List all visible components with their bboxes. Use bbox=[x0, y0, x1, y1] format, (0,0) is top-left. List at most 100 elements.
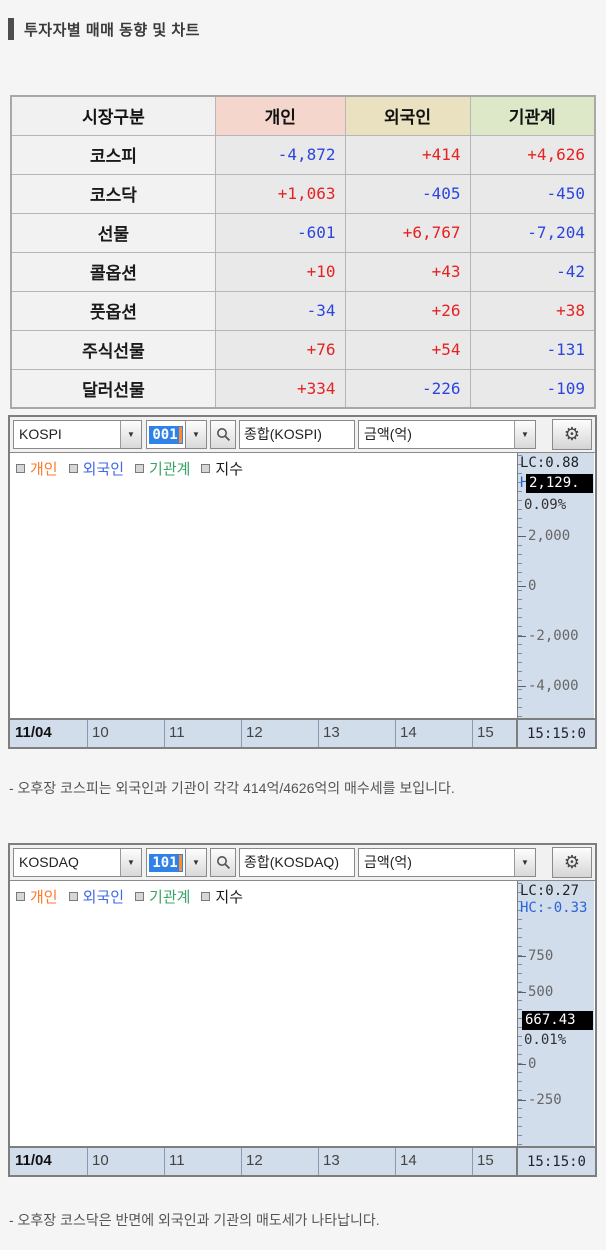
net-buy-value: +54 bbox=[344, 329, 471, 370]
unit-select[interactable]: 금액(억) ▼ bbox=[358, 848, 536, 877]
hour-label: 13 bbox=[318, 1148, 395, 1175]
date-label: 11/04 bbox=[15, 1152, 52, 1169]
y-tick: 750 bbox=[518, 948, 553, 964]
kospi-comment: - 오후장 코스피는 외국인과 기관이 각각 414억/4626억의 매수세를 … bbox=[9, 780, 455, 796]
market-label: 코스닥 bbox=[10, 173, 216, 214]
code-dropdown-button[interactable]: ▼ bbox=[186, 420, 207, 449]
net-buy-value: -601 bbox=[214, 212, 346, 253]
legend-marker-icon bbox=[16, 464, 25, 473]
net-buy-value: -226 bbox=[344, 368, 471, 409]
legend-label: 기관계 bbox=[149, 889, 191, 906]
instrument-name-label: 종합(KOSDAQ) bbox=[239, 848, 355, 877]
legend-item-personal[interactable]: 개인 bbox=[16, 458, 58, 479]
hour-label: 11 bbox=[164, 720, 241, 747]
text-caret bbox=[178, 426, 182, 443]
legend-marker-icon bbox=[135, 892, 145, 901]
market-select[interactable]: KOSDAQ ▼ bbox=[13, 848, 142, 877]
code-input[interactable]: 001 bbox=[146, 420, 186, 449]
chevron-down-icon[interactable]: ▼ bbox=[120, 849, 141, 876]
net-buy-value: +334 bbox=[214, 368, 346, 409]
hour-label: 14 bbox=[395, 720, 472, 747]
hour-label: 13 bbox=[318, 720, 395, 747]
table-row: 선물 -601 +6,767 -7,204 bbox=[10, 212, 596, 253]
kospi-x-axis: 11/04 10 11 12 13 14 15 15:15:0 bbox=[10, 718, 595, 747]
code-dropdown-button[interactable]: ▼ bbox=[186, 848, 207, 877]
market-label: 선물 bbox=[10, 212, 216, 253]
net-buy-value: -450 bbox=[469, 173, 596, 214]
hc-value: H bbox=[520, 475, 529, 491]
legend-item-index[interactable]: 지수 bbox=[201, 458, 243, 479]
net-buy-value: +76 bbox=[214, 329, 346, 370]
net-buy-value: -405 bbox=[344, 173, 471, 214]
market-select[interactable]: KOSPI ▼ bbox=[13, 420, 142, 449]
table-row: 코스피 -4,872 +414 +4,626 bbox=[10, 134, 596, 175]
hour-label: 15 bbox=[472, 1148, 516, 1175]
net-buy-value: -42 bbox=[469, 251, 596, 292]
unit-select-value: 금액(억) bbox=[364, 426, 412, 442]
net-buy-value: -131 bbox=[469, 329, 596, 370]
kosdaq-comment: - 오후장 코스닥은 반면에 외국인과 기관의 매도세가 나타납니다. bbox=[9, 1212, 380, 1228]
legend-item-institution[interactable]: 기관계 bbox=[135, 458, 190, 479]
net-buy-value: +4,626 bbox=[469, 134, 596, 175]
legend-item-foreign[interactable]: 외국인 bbox=[68, 886, 124, 907]
unit-select[interactable]: 금액(억) ▼ bbox=[358, 420, 536, 449]
hour-label: 10 bbox=[87, 1148, 164, 1175]
y-tick: 2,000 bbox=[518, 528, 570, 544]
legend-item-institution[interactable]: 기관계 bbox=[135, 886, 190, 907]
code-input-value: 101 bbox=[149, 853, 183, 872]
legend-label: 외국인 bbox=[82, 461, 125, 478]
kospi-plot-svg bbox=[10, 453, 518, 718]
search-button[interactable] bbox=[210, 420, 236, 449]
chevron-down-icon[interactable]: ▼ bbox=[514, 421, 535, 448]
legend-item-personal[interactable]: 개인 bbox=[16, 886, 58, 907]
text-caret bbox=[178, 854, 182, 871]
y-tick: 500 bbox=[518, 984, 553, 1000]
market-label: 달러선물 bbox=[10, 368, 216, 409]
market-select-value: KOSPI bbox=[19, 426, 62, 442]
kospi-toolbar: KOSPI ▼ 001 ▼ 종합(KOSPI) 금액(억) ▼ ⚙ bbox=[10, 417, 595, 453]
kospi-plot: 개인 외국인 기관계 지수 bbox=[10, 453, 518, 718]
last-time-label: 15:15:0 bbox=[526, 1153, 586, 1170]
page-title-bar: 투자자별 매매 동향 및 차트 bbox=[8, 18, 200, 40]
instrument-name-label: 종합(KOSPI) bbox=[239, 420, 355, 449]
net-buy-value: -109 bbox=[469, 368, 596, 409]
search-button[interactable] bbox=[210, 848, 236, 877]
legend-item-index[interactable]: 지수 bbox=[201, 886, 243, 907]
legend-label: 지수 bbox=[215, 889, 244, 906]
net-buy-value: +10 bbox=[214, 251, 346, 292]
table-row: 코스닥 +1,063 -405 -450 bbox=[10, 173, 596, 214]
kospi-chart-widget: KOSPI ▼ 001 ▼ 종합(KOSPI) 금액(억) ▼ ⚙ bbox=[8, 415, 597, 749]
code-input[interactable]: 101 bbox=[146, 848, 186, 877]
hour-label: 15 bbox=[472, 720, 516, 747]
current-index-box: 667.43 bbox=[522, 1011, 593, 1030]
y-tick: -2,000 bbox=[518, 628, 579, 644]
code-input-value: 001 bbox=[149, 425, 183, 444]
chevron-down-icon[interactable]: ▼ bbox=[514, 849, 535, 876]
search-icon bbox=[216, 856, 230, 870]
hour-label: 11 bbox=[164, 1148, 241, 1175]
legend-label: 개인 bbox=[30, 889, 58, 906]
net-buy-value: +43 bbox=[344, 251, 471, 292]
kosdaq-chart-widget: KOSDAQ ▼ 101 ▼ 종합(KOSDAQ) 금액(억) ▼ ⚙ bbox=[8, 843, 597, 1177]
net-buy-value: +38 bbox=[469, 290, 596, 331]
page-title: 투자자별 매매 동향 및 차트 bbox=[24, 21, 200, 39]
net-buy-value: +6,767 bbox=[344, 212, 471, 253]
legend-item-foreign[interactable]: 외국인 bbox=[68, 458, 125, 479]
settings-button[interactable]: ⚙ bbox=[552, 847, 592, 878]
net-buy-value: -34 bbox=[214, 290, 346, 331]
unit-select-value: 금액(억) bbox=[364, 854, 412, 870]
kosdaq-toolbar: KOSDAQ ▼ 101 ▼ 종합(KOSDAQ) 금액(억) ▼ ⚙ bbox=[10, 845, 595, 881]
net-buy-value: +1,063 bbox=[214, 173, 346, 214]
net-buy-value: -4,872 bbox=[214, 134, 346, 175]
chevron-down-icon[interactable]: ▼ bbox=[120, 421, 141, 448]
market-select-value: KOSDAQ bbox=[19, 854, 79, 870]
legend-marker-icon bbox=[201, 892, 211, 901]
date-label: 11/04 bbox=[15, 724, 52, 741]
lc-value: LC:0.88 bbox=[520, 455, 580, 471]
y-tick: 0 bbox=[518, 578, 536, 594]
legend-marker-icon bbox=[68, 464, 78, 473]
settings-button[interactable]: ⚙ bbox=[552, 419, 592, 450]
investor-trading-table: 시장구분 개인 외국인 기관계 코스피 -4,872 +414 +4,626 코스닥 +1,06… bbox=[10, 95, 596, 409]
kosdaq-chart-area: 개인 외국인 기관계 지수 LC:0.27 HC:-0.33 750 500 0 -250 … bbox=[10, 881, 595, 1146]
